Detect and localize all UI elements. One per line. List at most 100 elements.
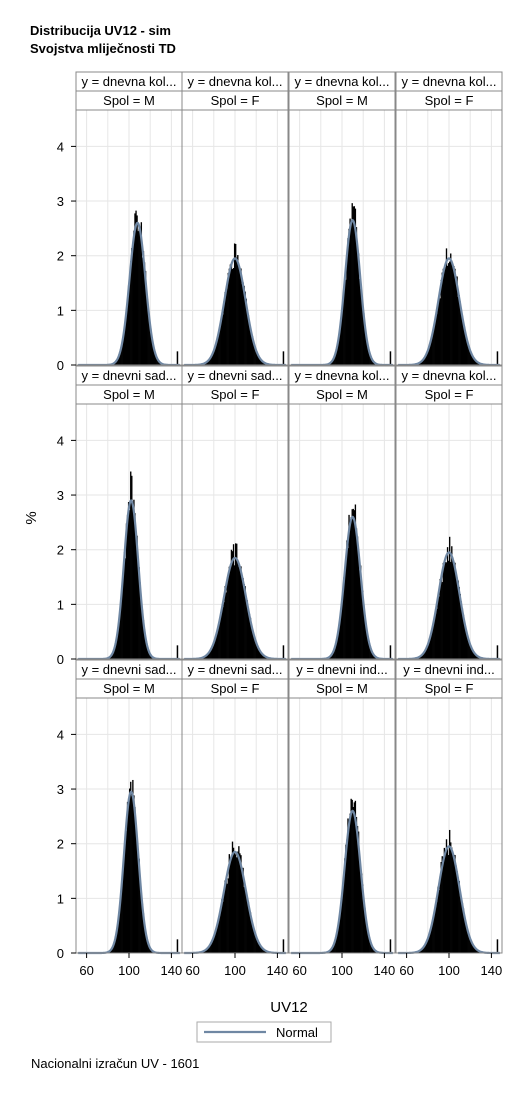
histogram-bar xyxy=(346,256,348,365)
panel-spol-label: Spol = M xyxy=(316,681,368,696)
histogram-bar xyxy=(435,907,437,953)
histogram-bar xyxy=(426,351,429,365)
histogram-bar xyxy=(229,859,232,953)
histogram-bar xyxy=(256,938,258,953)
histogram-bar xyxy=(458,880,460,953)
histogram-bar xyxy=(461,315,464,365)
histogram-bar xyxy=(455,865,457,953)
x-tick-label: 100 xyxy=(224,963,246,978)
histogram-bar xyxy=(205,655,207,659)
histogram-bar xyxy=(365,333,367,365)
histogram-bar xyxy=(472,944,474,953)
histogram-bar xyxy=(143,923,146,953)
histogram-bar xyxy=(419,950,421,953)
histogram-bar xyxy=(232,544,235,659)
histogram-bar xyxy=(148,650,150,659)
histogram-bar xyxy=(114,647,116,659)
histogram-bar xyxy=(214,637,217,659)
histogram-bar xyxy=(436,608,438,659)
histogram-bar xyxy=(476,361,478,365)
histogram-bar xyxy=(249,329,252,365)
histogram-bar xyxy=(355,528,358,659)
histogram-bar xyxy=(433,914,435,953)
histogram-bar xyxy=(235,543,237,659)
histogram-bar xyxy=(257,354,259,365)
histogram-bar xyxy=(231,269,234,365)
histogram-bar xyxy=(130,471,132,659)
histogram-bar xyxy=(221,608,223,659)
histogram-bar xyxy=(205,362,207,365)
histogram-bar xyxy=(421,360,423,365)
histogram-bar xyxy=(344,575,346,659)
y-tick-label: 4 xyxy=(57,727,64,742)
histogram-bar xyxy=(247,315,250,365)
histogram-bar xyxy=(115,936,117,953)
histogram-bar xyxy=(362,884,364,953)
histogram-bar xyxy=(131,248,133,365)
histogram-bar xyxy=(422,653,424,659)
histogram-bar xyxy=(340,606,343,659)
histogram-bar xyxy=(471,648,473,659)
histogram-bar xyxy=(427,642,430,659)
histogram-bar xyxy=(248,613,251,659)
histogram-bar xyxy=(336,931,339,953)
histogram-bar xyxy=(435,317,437,365)
histogram-bar xyxy=(206,948,208,953)
histogram-bar xyxy=(447,855,450,953)
histogram-bar xyxy=(116,636,118,659)
histogram-bar xyxy=(474,947,476,953)
histogram-bar xyxy=(117,924,119,953)
histogram-bar xyxy=(419,656,421,659)
histogram-bar xyxy=(135,210,137,365)
histogram-bar xyxy=(126,299,129,365)
histogram-bar xyxy=(453,854,455,953)
histogram-bar xyxy=(138,567,140,659)
panel-spol-label: Spol = M xyxy=(103,387,155,402)
histogram-bar xyxy=(223,893,225,953)
histogram-bar xyxy=(260,359,262,365)
histogram-bar xyxy=(144,930,147,953)
histogram-bar xyxy=(247,608,250,659)
histogram-bar xyxy=(246,310,249,365)
y-tick-label: 4 xyxy=(57,433,64,448)
histogram-bar xyxy=(262,361,264,365)
histogram-bar xyxy=(462,908,465,953)
histogram-bar xyxy=(423,358,425,365)
histogram-bar xyxy=(176,351,179,365)
histogram-bar xyxy=(452,855,454,953)
histogram-bar xyxy=(456,871,458,953)
histogram-bar xyxy=(370,357,372,365)
histogram-bar xyxy=(358,860,361,953)
panel-y-label: y = dnevna kol... xyxy=(294,368,389,383)
histogram-bar xyxy=(332,652,334,659)
histogram-bar xyxy=(425,354,428,365)
panel-y-label: y = dnevni sad... xyxy=(187,662,282,677)
histogram-bar xyxy=(447,560,450,659)
histogram-bar xyxy=(144,270,147,365)
histogram-bar xyxy=(450,561,452,659)
histogram-bar xyxy=(261,947,263,953)
histogram-bar xyxy=(337,924,340,953)
histogram-bar xyxy=(445,562,448,659)
histogram-bar xyxy=(210,356,212,365)
histogram-bar xyxy=(133,499,135,659)
histogram-bar xyxy=(153,348,155,365)
histogram-bar xyxy=(132,779,134,953)
histogram-bar xyxy=(214,345,217,365)
histogram-bar xyxy=(239,567,241,659)
panel-spol-label: Spol = M xyxy=(103,681,155,696)
histogram-bar xyxy=(496,645,499,659)
normal-curve xyxy=(184,556,286,661)
x-tick-label: 60 xyxy=(79,963,93,978)
histogram-bar xyxy=(176,939,179,953)
histogram-bar xyxy=(212,937,215,953)
histogram-bar xyxy=(437,302,439,365)
histogram-bar xyxy=(422,947,424,953)
histogram-bar xyxy=(139,229,141,365)
histogram-bar xyxy=(144,636,147,659)
normal-curve xyxy=(398,845,500,955)
histogram-bar xyxy=(350,798,352,953)
histogram-bar xyxy=(339,906,342,953)
histogram-bar xyxy=(221,899,223,953)
histogram-bar xyxy=(245,298,247,365)
